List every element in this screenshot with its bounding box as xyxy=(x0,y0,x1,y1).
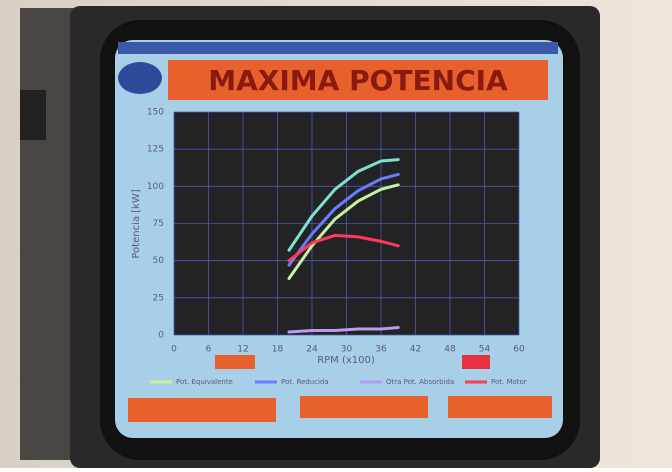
top-bar xyxy=(118,42,558,54)
y-tick-label: 125 xyxy=(147,145,164,155)
x-tick-label: 36 xyxy=(375,345,387,355)
x-tick-label: 30 xyxy=(341,345,353,355)
button[interactable] xyxy=(300,396,428,418)
x-tick-label: 60 xyxy=(513,345,525,355)
x-tick-label: 48 xyxy=(444,345,456,355)
logo xyxy=(118,62,162,94)
x-tick-label: 24 xyxy=(306,345,318,355)
x-tick-label: 42 xyxy=(410,345,421,355)
y-axis-label: Potencia [kW] xyxy=(131,189,142,258)
y-tick-label: 150 xyxy=(147,108,164,118)
x-tick-label: 18 xyxy=(272,345,284,355)
x-tick-label: 54 xyxy=(479,345,491,355)
red-box xyxy=(462,355,490,369)
rpm-box xyxy=(215,355,255,369)
photo: MAXIMA POTENCIA Potencia [kW] RPM (x100)… xyxy=(0,0,672,468)
x-tick-label: 12 xyxy=(237,345,248,355)
button[interactable] xyxy=(128,398,276,422)
vent xyxy=(20,90,46,140)
legend-label: Pot. Reducida xyxy=(281,378,329,386)
y-tick-label: 75 xyxy=(153,219,164,229)
legend-label: Pot. Equivalente xyxy=(176,378,233,386)
page: MAXIMA POTENCIA Potencia [kW] RPM (x100)… xyxy=(0,0,672,468)
button[interactable] xyxy=(448,396,552,418)
x-tick-label: 6 xyxy=(206,345,212,355)
x-axis-label: RPM (x100) xyxy=(317,355,375,366)
y-tick-label: 50 xyxy=(153,256,165,266)
chart-title: MAXIMA POTENCIA xyxy=(208,64,508,97)
legend-label: Otra Pot. Absorbida xyxy=(386,378,454,386)
y-tick-label: 100 xyxy=(147,182,164,192)
y-tick-label: 25 xyxy=(153,293,164,303)
legend-label: Pot. Motor xyxy=(491,378,527,386)
y-tick-label: 0 xyxy=(158,331,164,341)
x-tick-label: 0 xyxy=(171,345,177,355)
